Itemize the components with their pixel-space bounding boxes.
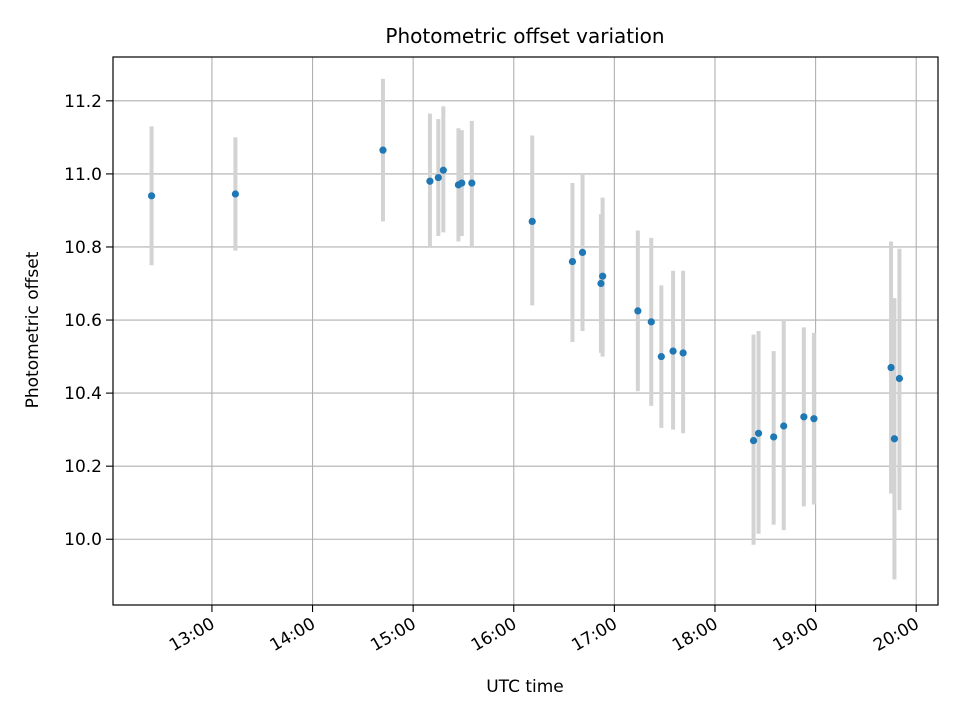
data-point [599, 272, 607, 280]
data-point [468, 179, 476, 187]
y-tick-label: 10.8 [64, 238, 102, 258]
data-point [439, 166, 447, 174]
data-point [810, 415, 818, 423]
y-tick-label: 10.6 [64, 311, 102, 331]
data-point [578, 248, 587, 257]
y-tick-label: 11.2 [64, 92, 102, 112]
data-point [754, 429, 763, 437]
y-axis-label: Photometric offset [23, 251, 43, 408]
data-point [895, 374, 904, 383]
plot-area-frame [112, 56, 939, 606]
data-point [528, 217, 536, 225]
data-point [770, 433, 778, 441]
y-tick-label: 10.0 [64, 530, 102, 550]
y-tick-label: 11.0 [64, 165, 102, 185]
data-point [679, 349, 687, 357]
data-point [434, 173, 442, 182]
data-point [379, 146, 387, 154]
data-point [780, 422, 788, 430]
grid-lines [113, 57, 938, 605]
data-point [568, 257, 577, 266]
data-point [147, 192, 156, 200]
data-point [887, 363, 895, 372]
data-point [231, 190, 240, 198]
chart-title: Photometric offset variation [385, 24, 664, 48]
data-points [147, 146, 904, 445]
y-tick-label: 10.4 [64, 384, 102, 404]
data-point [634, 307, 642, 315]
data-point [890, 435, 899, 443]
data-point [669, 347, 677, 355]
data-point [426, 177, 434, 185]
data-point [749, 437, 758, 445]
x-axis-label: UTC time [486, 677, 564, 697]
y-tick-label: 10.2 [64, 457, 102, 477]
data-point [458, 179, 466, 187]
data-point [647, 318, 655, 326]
y-axis-ticks: 10.0 10.2 10.4 10.6 10.8 11.0 11.2 [64, 92, 113, 550]
data-point [597, 279, 605, 288]
data-point [800, 413, 808, 421]
data-point [657, 352, 665, 361]
